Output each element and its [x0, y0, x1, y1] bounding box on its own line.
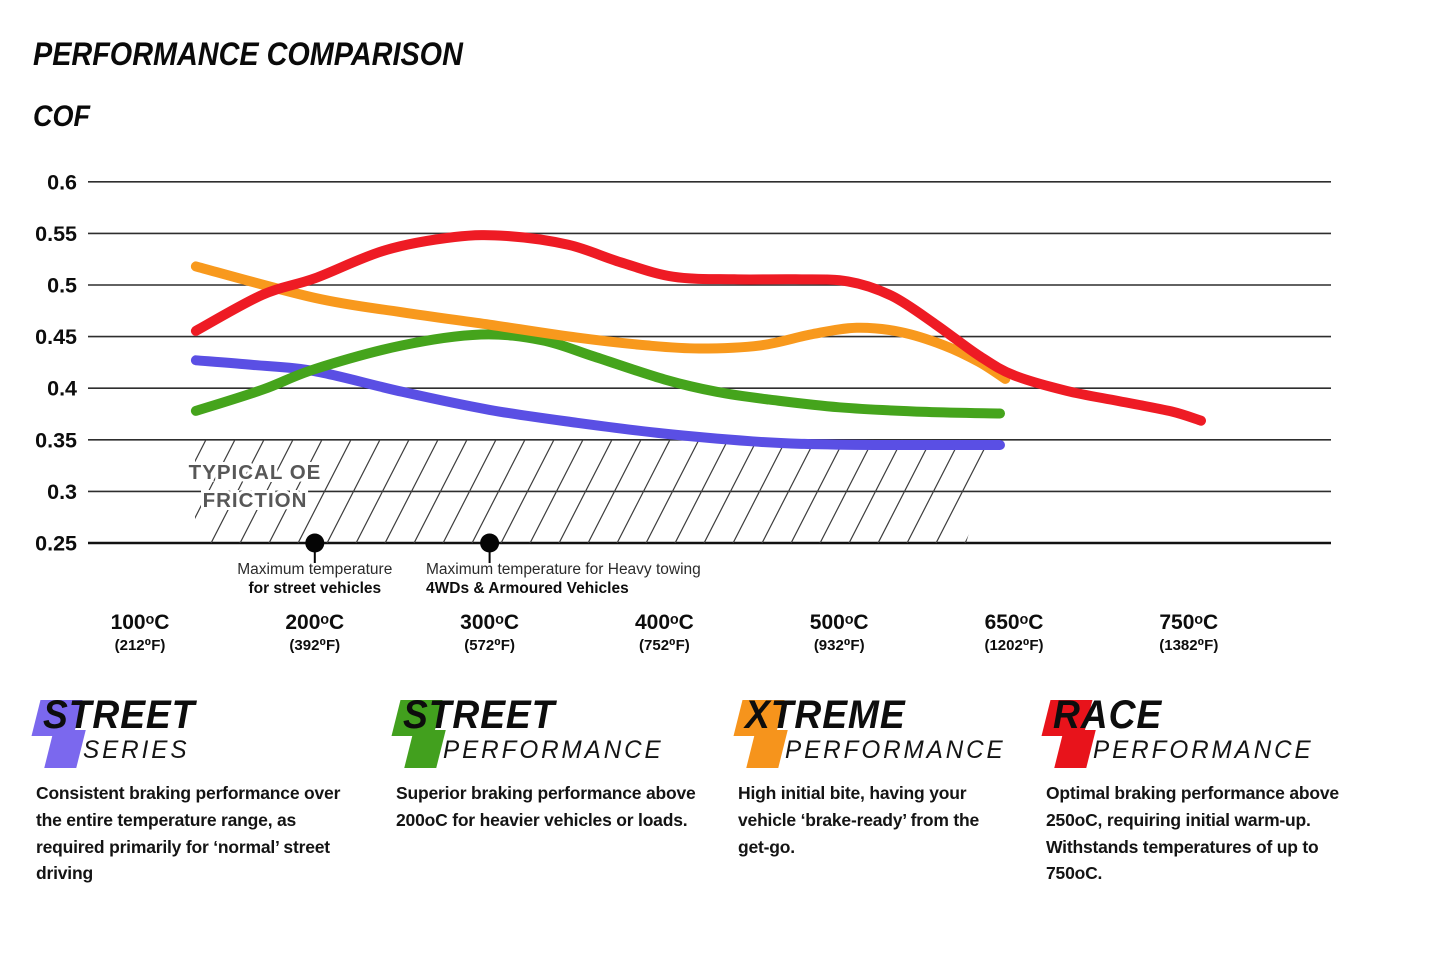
x-tick-celsius: 300ᵒC: [460, 611, 519, 634]
brand-logo: RACE PERFORMANCE: [1041, 693, 1362, 772]
hatch-line: [699, 439, 761, 543]
hatch-line: [989, 439, 998, 543]
legend-item-street-performance: STREET PERFORMANCE Superior braking perfor…: [391, 693, 718, 834]
logo-word-secondary: PERFORMANCE: [785, 736, 1006, 764]
hatch-line: [1019, 434, 1079, 551]
hatch-line: [351, 439, 413, 543]
x-tick-fahrenheit: (392⁰F): [289, 637, 340, 654]
y-tick-label: 0.5: [47, 274, 77, 298]
x-tick-celsius: 750ᵒC: [1159, 611, 1218, 634]
x-tick-fahrenheit: (212⁰F): [115, 637, 166, 654]
hatch-line: [728, 439, 790, 543]
hatch-line: [525, 439, 587, 543]
hatch-line: [960, 439, 998, 543]
x-tick-celsius: 650ᵒC: [985, 611, 1044, 634]
legend-description: Superior braking performance above 200oC…: [396, 783, 696, 830]
x-tick-celsius: 400ᵒC: [635, 611, 694, 634]
hatch-line: [786, 439, 848, 543]
x-tick-fahrenheit: (932⁰F): [814, 637, 865, 654]
x-tick-celsius: 500ᵒC: [810, 611, 869, 634]
hatch-line: [496, 439, 558, 543]
brand-logo: XTREME PERFORMANCE: [733, 693, 1010, 772]
hatch-line: [409, 439, 471, 543]
page-title: PERFORMANCE COMPARISON: [33, 36, 463, 72]
y-tick-label: 0.3: [47, 480, 77, 504]
legend-description: Consistent braking performance over the …: [36, 783, 341, 884]
x-tick-fahrenheit: (752⁰F): [639, 637, 690, 654]
hatch-line: [120, 434, 180, 551]
marker-dot: [480, 533, 500, 553]
hatch-line: [467, 439, 529, 543]
hatch-line: [757, 439, 819, 543]
hatch-line: [844, 439, 906, 543]
hatch-line: [195, 439, 239, 543]
y-tick-label: 0.4: [47, 377, 77, 401]
hatch-line: [931, 439, 993, 543]
marker-annotation-line: Maximum temperature for Heavy towing: [426, 561, 701, 578]
logo-word-primary: STREET: [43, 693, 196, 737]
logo-word-primary: XTREME: [745, 693, 906, 737]
y-tick-label: 0.25: [35, 532, 77, 556]
brand-logo: STREET PERFORMANCE: [391, 693, 718, 772]
marker-annotation-line: for street vehicles: [248, 580, 381, 597]
y-tick-label: 0.6: [47, 170, 77, 194]
legend-description: High initial bite, having your vehicle ‘…: [738, 783, 980, 857]
marker-annotation-line: 4WDs & Armoured Vehicles: [426, 580, 629, 597]
legend: STREET SERIES Consistent braking performan…: [0, 693, 1445, 968]
y-tick-label: 0.45: [35, 325, 77, 349]
logo-word-secondary: PERFORMANCE: [1093, 736, 1314, 764]
hatch-line: [815, 439, 877, 543]
legend-item-street-series: STREET SERIES Consistent braking performan…: [31, 693, 366, 887]
hatch-line: [641, 439, 703, 543]
hatch-line: [235, 439, 297, 543]
logo-word-primary: RACE: [1053, 693, 1163, 737]
legend-item-race-performance: RACE PERFORMANCE Optimal braking performan…: [1041, 693, 1362, 887]
legend-item-xtreme-performance: XTREME PERFORMANCE High initial bite, havi…: [733, 693, 1010, 860]
series-line-street-performance: [190, 329, 1005, 419]
hatch-line: [902, 439, 964, 543]
x-tick-fahrenheit: (1202⁰F): [984, 637, 1043, 654]
hatch-line: [612, 439, 674, 543]
marker-annotation-line: Maximum temperature: [237, 561, 392, 578]
legend-description: Optimal braking performance above 250oC,…: [1046, 783, 1339, 884]
oe-band-label: FRICTION: [203, 489, 308, 512]
y-tick-label: 0.35: [35, 428, 77, 452]
brand-logo: STREET SERIES: [31, 693, 366, 772]
logo-word-secondary: SERIES: [83, 736, 190, 764]
series-line-xtreme-performance: [190, 261, 1011, 384]
hatch-line: [670, 439, 732, 543]
series-line-race-performance: [190, 230, 1206, 426]
logo-word-primary: STREET: [403, 693, 556, 737]
x-tick-celsius: 200ᵒC: [285, 611, 344, 634]
hatch-line: [195, 439, 210, 543]
x-tick-celsius: 100ᵒC: [111, 611, 170, 634]
x-tick-fahrenheit: (1382⁰F): [1159, 637, 1218, 654]
y-axis-title: COF: [33, 100, 90, 133]
hatch-line: [322, 439, 384, 543]
hatch-line: [438, 439, 500, 543]
x-tick-fahrenheit: (572⁰F): [464, 637, 515, 654]
hatch-line: [554, 439, 616, 543]
oe-band-label: TYPICAL OE: [189, 461, 322, 484]
hatch-line: [583, 439, 645, 543]
hatch-line: [293, 439, 355, 543]
oe-hatch-band: [120, 434, 1079, 551]
hatch-line: [873, 439, 935, 543]
cof-line-chart: 0.6 0.55 0.5 0.45 0.4 0.35 0.3 0.25 TYPICAL OE FR…: [35, 170, 1331, 654]
marker-dot: [305, 533, 325, 553]
logo-word-secondary: PERFORMANCE: [443, 736, 664, 764]
hatch-line: [206, 439, 268, 543]
hatch-line: [264, 439, 326, 543]
y-tick-label: 0.55: [35, 222, 77, 246]
hatch-line: [380, 439, 442, 543]
